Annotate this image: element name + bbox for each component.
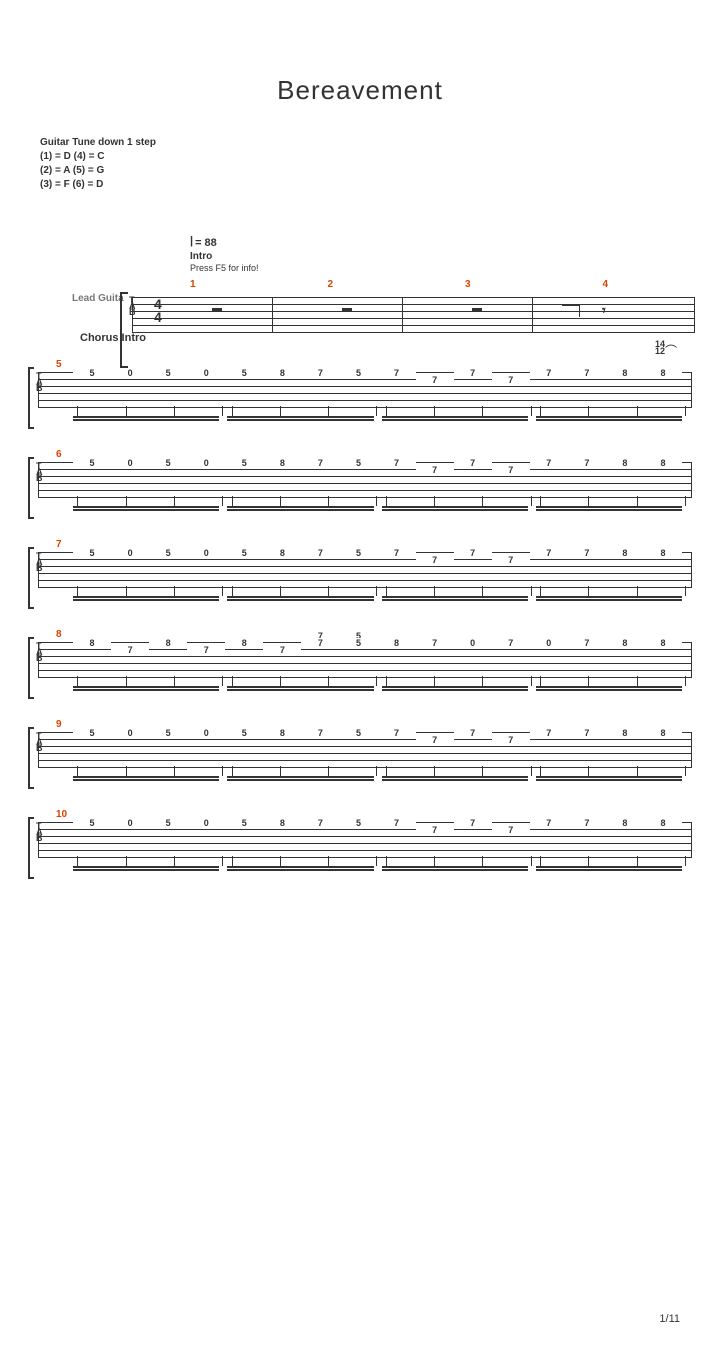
tab-staff: TAB5050587577778877 [28, 812, 692, 884]
bracket-icon [28, 727, 34, 789]
measure-num-2: 2 [273, 279, 411, 290]
fret-row: 77 [73, 375, 682, 385]
measures-container: 5TAB5050587577778877 6TAB5050587577778877… [0, 362, 720, 884]
measure-block: 5TAB5050587577778877 [28, 362, 692, 434]
song-title: Bereavement [0, 75, 720, 106]
bracket-icon [28, 547, 34, 609]
tab-label: TAB [36, 643, 43, 661]
tuning-info: Guitar Tune down 1 step (1) = D (4) = C … [40, 136, 720, 192]
tab-staff: TAB758887587070788777 [28, 632, 692, 704]
rest-icon [212, 308, 222, 312]
measure-num-3: 3 [410, 279, 548, 290]
tab-label: TAB [36, 823, 43, 841]
fret-row: 77 [73, 555, 682, 565]
tab-label: TAB [36, 373, 43, 391]
measure-block: 6TAB5050587577778877 [28, 452, 692, 524]
intro-label: Intro [190, 251, 212, 262]
measure-block: 10TAB5050587577778877 [28, 812, 692, 884]
time-signature: 4 4 [154, 298, 162, 324]
measure-num-1: 1 [135, 279, 273, 290]
measure-block: 9TAB5050587577778877 [28, 722, 692, 794]
tab-staff: TAB5050587577778877 [28, 452, 692, 524]
tab-label: TAB [36, 733, 43, 751]
tuning-line-1: (1) = D (4) = C [40, 150, 720, 164]
beam-group [73, 414, 682, 424]
track-label: Lead Guita [72, 293, 124, 304]
intro-tab-staff: T A B 4 4 𝄾 14 12 ⌒ [120, 292, 695, 368]
beam-group [73, 684, 682, 694]
page-number: 1/11 [659, 1313, 680, 1325]
intro-measure-numbers: 1 2 3 4 [135, 279, 685, 290]
tuning-line-3: (3) = F (6) = D [40, 178, 720, 192]
tab-staff: TAB5050587577778877 [28, 542, 692, 614]
measure-block: 7TAB5050587577778877 [28, 542, 692, 614]
tab-staff: TAB5050587577778877 [28, 722, 692, 794]
rest-icon [342, 308, 352, 312]
bracket-icon [28, 367, 34, 429]
tab-label: TAB [36, 463, 43, 481]
rest-icon [472, 308, 482, 312]
bracket-icon [120, 292, 128, 368]
beam-group [73, 504, 682, 514]
fret-note: 12 [655, 346, 665, 356]
tab-staff: TAB5050587577778877 [28, 362, 692, 434]
tuning-line-2: (2) = A (5) = G [40, 164, 720, 178]
tempo-info: |= 88 [190, 237, 217, 249]
bracket-icon [28, 637, 34, 699]
rest-symbol-icon: 𝄾 [602, 302, 606, 319]
bracket-icon [28, 457, 34, 519]
fret-row: 777 [73, 645, 682, 655]
tab-label: TAB [36, 553, 43, 571]
beam-group [73, 594, 682, 604]
fret-row: 77 [73, 465, 682, 475]
measure-num-4: 4 [548, 279, 686, 290]
press-info: Press F5 for info! [190, 263, 259, 273]
bracket-icon [28, 817, 34, 879]
slide-icon: ⌒ [665, 342, 677, 359]
measure-block: 8TAB758887587070788777 [28, 632, 692, 704]
fret-row: 77 [73, 825, 682, 835]
beam-group [73, 864, 682, 874]
fret-row: 77 [73, 735, 682, 745]
beam-group [73, 774, 682, 784]
tuning-header: Guitar Tune down 1 step [40, 136, 720, 150]
